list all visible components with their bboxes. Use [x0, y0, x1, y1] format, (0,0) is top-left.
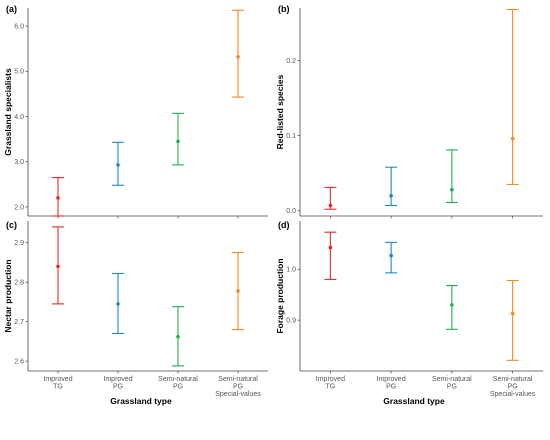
x-tick-label: Improved [103, 376, 132, 383]
y-tick-label: 0.0 [286, 208, 296, 215]
x-tick-label: Semi-natural [158, 376, 198, 383]
x-tick-label: PG [508, 384, 518, 391]
panel-label: (a) [6, 4, 17, 14]
mean-point [176, 334, 180, 339]
errorbar-series-4 [232, 252, 244, 331]
y-tick-label: 2.7 [14, 319, 24, 326]
mean-point [328, 203, 333, 208]
x-tick-label: Special-values [490, 391, 536, 398]
mean-point [56, 196, 60, 200]
errorbar-series-3 [445, 285, 458, 330]
x-tick-label: Improved [377, 376, 406, 383]
errorbar-series-3 [445, 149, 458, 204]
errorbar-series-1 [52, 226, 64, 305]
y-tick-label: 4.0 [14, 114, 24, 121]
errorbar-series-2 [385, 166, 398, 207]
x-tick-label: Semi-natural [432, 376, 472, 383]
y-tick-label: 6.0 [14, 23, 24, 30]
x-tick-label: TG [326, 384, 336, 391]
errorbar-series-3 [172, 112, 184, 166]
x-tick-label: Improved [43, 376, 72, 383]
y-tick-label: 0.1 [286, 133, 296, 140]
panel-c: (c) 2.6 2.7 2.8 2.9 Nectar production Improved… [3, 220, 268, 398]
errorbar-series-2 [112, 272, 124, 335]
x-tick-label: Special-values [215, 391, 261, 398]
mean-point [389, 193, 393, 198]
x-tick-label: Improved [316, 376, 345, 383]
mean-point [450, 303, 454, 307]
x-tick-label: PG [386, 384, 396, 391]
panel-a: (a) 2.0 3.0 4.0 5.0 6.0 Grassland specialists [3, 4, 268, 219]
x-tick-label: PG [233, 384, 243, 391]
x-tick-label: Semi-natural [218, 376, 258, 383]
x-tick-label: PG [447, 384, 457, 391]
mean-point [389, 253, 393, 258]
x-axis-title-left: Grassland type [110, 396, 172, 406]
y-tick-label: 2.8 [14, 280, 24, 287]
mean-point [450, 187, 454, 192]
x-tick-label: PG [173, 384, 183, 391]
mean-point [328, 245, 333, 250]
x-tick-label: PG [113, 384, 123, 391]
x-tick-label: TG [53, 384, 63, 391]
errorbar-series-1 [324, 186, 337, 210]
mean-point [176, 139, 180, 144]
panel-b: (b) 0.0 0.1 0.2 Red-listed species [275, 4, 543, 219]
y-tick-label: 2.6 [14, 359, 24, 366]
y-axis-title: Grassland specialists [3, 68, 13, 156]
mean-point [116, 302, 120, 306]
mean-point [510, 311, 515, 316]
errorbar-series-4 [506, 279, 519, 361]
panel-label: (c) [6, 220, 17, 230]
panel-label: (d) [278, 220, 290, 230]
mean-point [236, 289, 240, 293]
y-tick-label: 1.0 [286, 267, 296, 274]
errorbar-series-3 [172, 306, 184, 367]
mean-point [116, 163, 120, 167]
y-tick-label: 0.2 [286, 58, 296, 65]
y-axis-title: Nectar production [3, 259, 13, 332]
y-tick-label: 2.0 [14, 204, 24, 211]
errorbar-series-1 [52, 177, 64, 217]
errorbar-series-1 [324, 231, 337, 281]
mean-point [236, 55, 240, 59]
errorbar-series-2 [112, 141, 124, 186]
y-tick-label: 5.0 [14, 69, 24, 76]
y-axis-title: Red-listed species [275, 74, 285, 149]
y-tick-label: 0.9 [286, 318, 296, 325]
errorbar-series-4 [506, 8, 519, 186]
errorbar-series-4 [232, 9, 244, 98]
y-tick-label: 2.9 [14, 240, 24, 247]
y-tick-label: 3.0 [14, 159, 24, 166]
y-axis-title: Forage production [275, 258, 285, 333]
x-axis-title-right: Grassland type [383, 396, 445, 406]
errorbar-series-2 [385, 241, 398, 274]
mean-point [56, 264, 60, 269]
panel-label: (b) [278, 4, 290, 14]
x-tick-label: Semi-natural [493, 376, 533, 383]
mean-point [510, 136, 515, 141]
